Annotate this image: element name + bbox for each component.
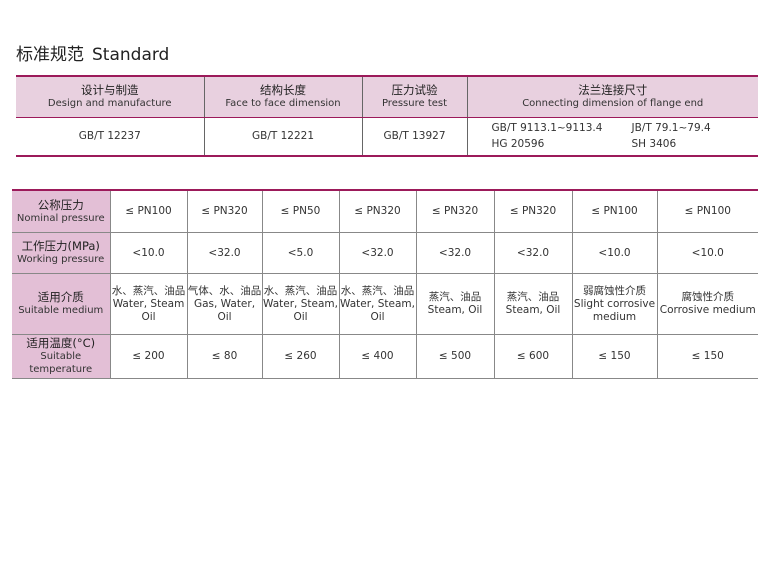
cell: ≤ 150 xyxy=(656,334,758,379)
spec-table: 公称压力 Nominal pressure ≤ PN100 ≤ PN320 ≤ PN50… xyxy=(12,189,758,379)
cell: <5.0 xyxy=(261,232,339,274)
cell-design: GB/T 12237 xyxy=(78,130,141,142)
cell-flange: GB/T 9113.1~9113.4 JB/T 79.1~79.4 HG 2059… xyxy=(466,117,758,156)
header-design: 设计与制造 Design and manufacture xyxy=(16,76,204,118)
cell: ≤ PN100 xyxy=(109,190,187,233)
cell: <10.0 xyxy=(109,232,187,274)
cell: <32.0 xyxy=(338,232,416,274)
cell: ≤ 260 xyxy=(261,334,339,379)
table-header-row: 设计与制造 Design and manufacture 结构长度 Face to … xyxy=(16,76,758,118)
cell: 水、蒸汽、油品 Water, Steam, Oil xyxy=(261,273,339,335)
cell: 水、蒸汽、油品 Water, Steam Oil xyxy=(109,273,187,335)
cell: ≤ 80 xyxy=(186,334,262,379)
label-nominal-pressure: 公称压力 Nominal pressure xyxy=(12,190,110,233)
cell: <10.0 xyxy=(656,232,758,274)
row-working-pressure: 工作压力(MPa) Working pressure <10.0 <32.0 <5.0 <… xyxy=(12,232,758,274)
cell: 气体、水、油品 Gas, Water, Oil xyxy=(186,273,262,335)
cell: ≤ PN320 xyxy=(415,190,494,233)
cell: ≤ PN320 xyxy=(493,190,572,233)
header-face-to-face: 结构长度 Face to face dimension xyxy=(203,76,362,118)
cell: ≤ PN320 xyxy=(186,190,262,233)
title-en: Standard xyxy=(92,45,170,65)
title-cn: 标准规范 xyxy=(16,45,84,65)
cell: <32.0 xyxy=(415,232,494,274)
cell: ≤ 500 xyxy=(415,334,494,379)
header-flange: 法兰连接尺寸 Connecting dimension of flange end xyxy=(466,76,758,118)
page-title: 标准规范 Standard xyxy=(16,40,169,65)
label-working-pressure: 工作压力(MPa) Working pressure xyxy=(12,232,110,274)
cell: ≤ PN100 xyxy=(656,190,758,233)
cell-pressure-test: GB/T 13927 xyxy=(361,117,467,156)
cell: ≤ 600 xyxy=(493,334,572,379)
cell: <32.0 xyxy=(186,232,262,274)
cell: ≤ 400 xyxy=(338,334,416,379)
label-suitable-medium: 适用介质 Suitable medium xyxy=(12,273,110,335)
header-pressure-test: 压力试验 Pressure test xyxy=(361,76,467,118)
cell: 腐蚀性介质 Corrosive medium xyxy=(656,273,758,335)
cell: <32.0 xyxy=(493,232,572,274)
cell: <10.0 xyxy=(571,232,657,274)
cell: ≤ 200 xyxy=(109,334,187,379)
cell: ≤ PN100 xyxy=(571,190,657,233)
row-suitable-temperature: 适用温度(°C) Suitable temperature ≤ 200 ≤ 80 ≤ 2… xyxy=(12,334,758,379)
label-suitable-temperature: 适用温度(°C) Suitable temperature xyxy=(12,334,110,379)
cell: ≤ PN50 xyxy=(261,190,339,233)
cell: 水、蒸汽、油品 Water, Steam, Oil xyxy=(338,273,416,335)
cell: 蒸汽、油品 Steam, Oil xyxy=(415,273,494,335)
row-nominal-pressure: 公称压力 Nominal pressure ≤ PN100 ≤ PN320 ≤ PN50… xyxy=(12,190,758,233)
cell: ≤ 150 xyxy=(571,334,657,379)
standards-table: 设计与制造 Design and manufacture 结构长度 Face to … xyxy=(16,75,758,157)
cell: 弱腐蚀性介质 Slight corrosive medium xyxy=(571,273,657,335)
cell-face-to-face: GB/T 12221 xyxy=(203,117,362,156)
cell: 蒸汽、油品 Steam, Oil xyxy=(493,273,572,335)
row-suitable-medium: 适用介质 Suitable medium 水、蒸汽、油品 Water, Steam O… xyxy=(12,273,758,335)
cell: ≤ PN320 xyxy=(338,190,416,233)
table-row: GB/T 12237 GB/T 12221 GB/T 13927 GB/T 91… xyxy=(16,117,758,156)
